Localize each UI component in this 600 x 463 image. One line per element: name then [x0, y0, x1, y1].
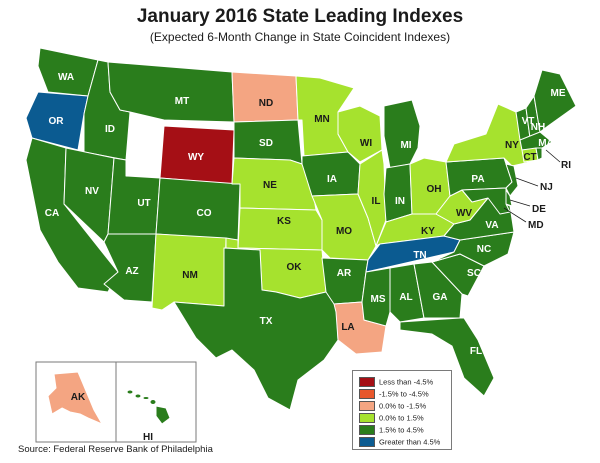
label-IA: IA — [327, 174, 337, 185]
state-HI-oahu — [134, 393, 142, 399]
label-IL: IL — [372, 196, 381, 207]
label-ID: ID — [105, 124, 115, 135]
state-AR — [321, 257, 369, 305]
label-AR: AR — [337, 268, 352, 279]
label-MN: MN — [314, 114, 330, 125]
state-HI-maui — [149, 399, 157, 405]
legend-item: -1.5% to -4.5% — [359, 389, 429, 400]
state-IN — [383, 163, 413, 223]
label-IN: IN — [395, 196, 405, 207]
label-NY: NY — [505, 140, 519, 151]
legend-swatch — [359, 437, 375, 448]
label-MO: MO — [336, 226, 352, 237]
label-HI: HI — [143, 432, 153, 443]
label-DE: DE — [532, 204, 546, 215]
state-RI — [535, 147, 543, 161]
source-note: Source: Federal Reserve Bank of Philadel… — [18, 444, 213, 455]
label-MD: MD — [528, 220, 544, 231]
label-NV: NV — [85, 186, 99, 197]
label-SD: SD — [259, 138, 273, 149]
label-MI: MI — [400, 140, 411, 151]
label-FL: FL — [470, 346, 482, 357]
state-ND — [231, 71, 299, 123]
map-subtitle: (Expected 6-Month Change in State Coinci… — [149, 30, 451, 44]
label-NC: NC — [477, 244, 491, 255]
state-FL — [399, 317, 495, 397]
label-WV: WV — [456, 208, 472, 219]
label-WA: WA — [58, 72, 74, 83]
legend-swatch — [359, 413, 375, 424]
label-CA: CA — [45, 208, 59, 219]
label-RI: RI — [561, 160, 571, 171]
legend-item: Greater than 4.5% — [359, 437, 440, 448]
legend-item: 1.5% to 4.5% — [359, 425, 424, 436]
state-WI — [337, 105, 383, 163]
state-AL — [389, 263, 425, 323]
label-ME: ME — [551, 88, 566, 99]
label-TX: TX — [260, 316, 273, 327]
label-NE: NE — [263, 180, 277, 191]
label-AZ: AZ — [125, 266, 138, 277]
label-VT: VT — [522, 116, 535, 127]
label-VA: VA — [485, 220, 498, 231]
state-HI — [126, 389, 134, 395]
legend-item: 0.0% to 1.5% — [359, 413, 424, 424]
label-KS: KS — [277, 216, 291, 227]
map-title: January 2016 State Leading Indexes — [136, 6, 464, 27]
legend-swatch — [359, 425, 375, 436]
state-MA — [519, 131, 553, 151]
label-ND: ND — [259, 98, 273, 109]
leader-line-ri — [545, 149, 561, 163]
state-HI-molokai — [142, 396, 150, 400]
leader-line-md — [503, 207, 527, 223]
map-legend: Less than -4.5% -1.5% to -4.5% 0.0% to -… — [352, 370, 452, 450]
state-HI-big-island — [155, 405, 171, 425]
state-MD — [461, 187, 511, 215]
hawaii-islands — [126, 389, 171, 425]
legend-item: Less than -4.5% — [359, 377, 433, 388]
label-LA: LA — [341, 322, 354, 333]
label-SC: SC — [467, 268, 481, 279]
label-OH: OH — [427, 184, 442, 195]
legend-swatch — [359, 389, 375, 400]
label-AL: AL — [399, 292, 412, 303]
label-TN: TN — [413, 250, 426, 261]
label-CO: CO — [197, 208, 212, 219]
label-CT: CT — [523, 152, 536, 163]
label-NJ: NJ — [540, 182, 553, 193]
state-GA — [413, 261, 463, 319]
label-NH: NH — [531, 122, 545, 133]
label-PA: PA — [471, 174, 484, 185]
state-AK — [47, 371, 103, 425]
label-OR: OR — [49, 116, 65, 127]
leader-line-nj — [515, 177, 539, 187]
state-MI — [383, 99, 421, 169]
label-UT: UT — [137, 198, 150, 209]
state-TX — [173, 247, 339, 411]
label-KY: KY — [421, 226, 435, 237]
label-MS: MS — [371, 294, 386, 305]
leader-line-de — [509, 199, 531, 207]
label-OK: OK — [287, 262, 303, 273]
state-KS — [237, 207, 323, 251]
label-NM: NM — [182, 270, 198, 281]
label-AK: AK — [71, 392, 86, 403]
legend-swatch — [359, 401, 375, 412]
label-GA: GA — [433, 292, 448, 303]
state-UT — [107, 157, 161, 235]
legend-swatch — [359, 377, 375, 388]
label-WY: WY — [188, 152, 204, 163]
legend-item: 0.0% to -1.5% — [359, 401, 426, 412]
label-MT: MT — [175, 96, 189, 107]
label-MA: MA — [538, 138, 554, 149]
label-WI: WI — [360, 138, 372, 149]
